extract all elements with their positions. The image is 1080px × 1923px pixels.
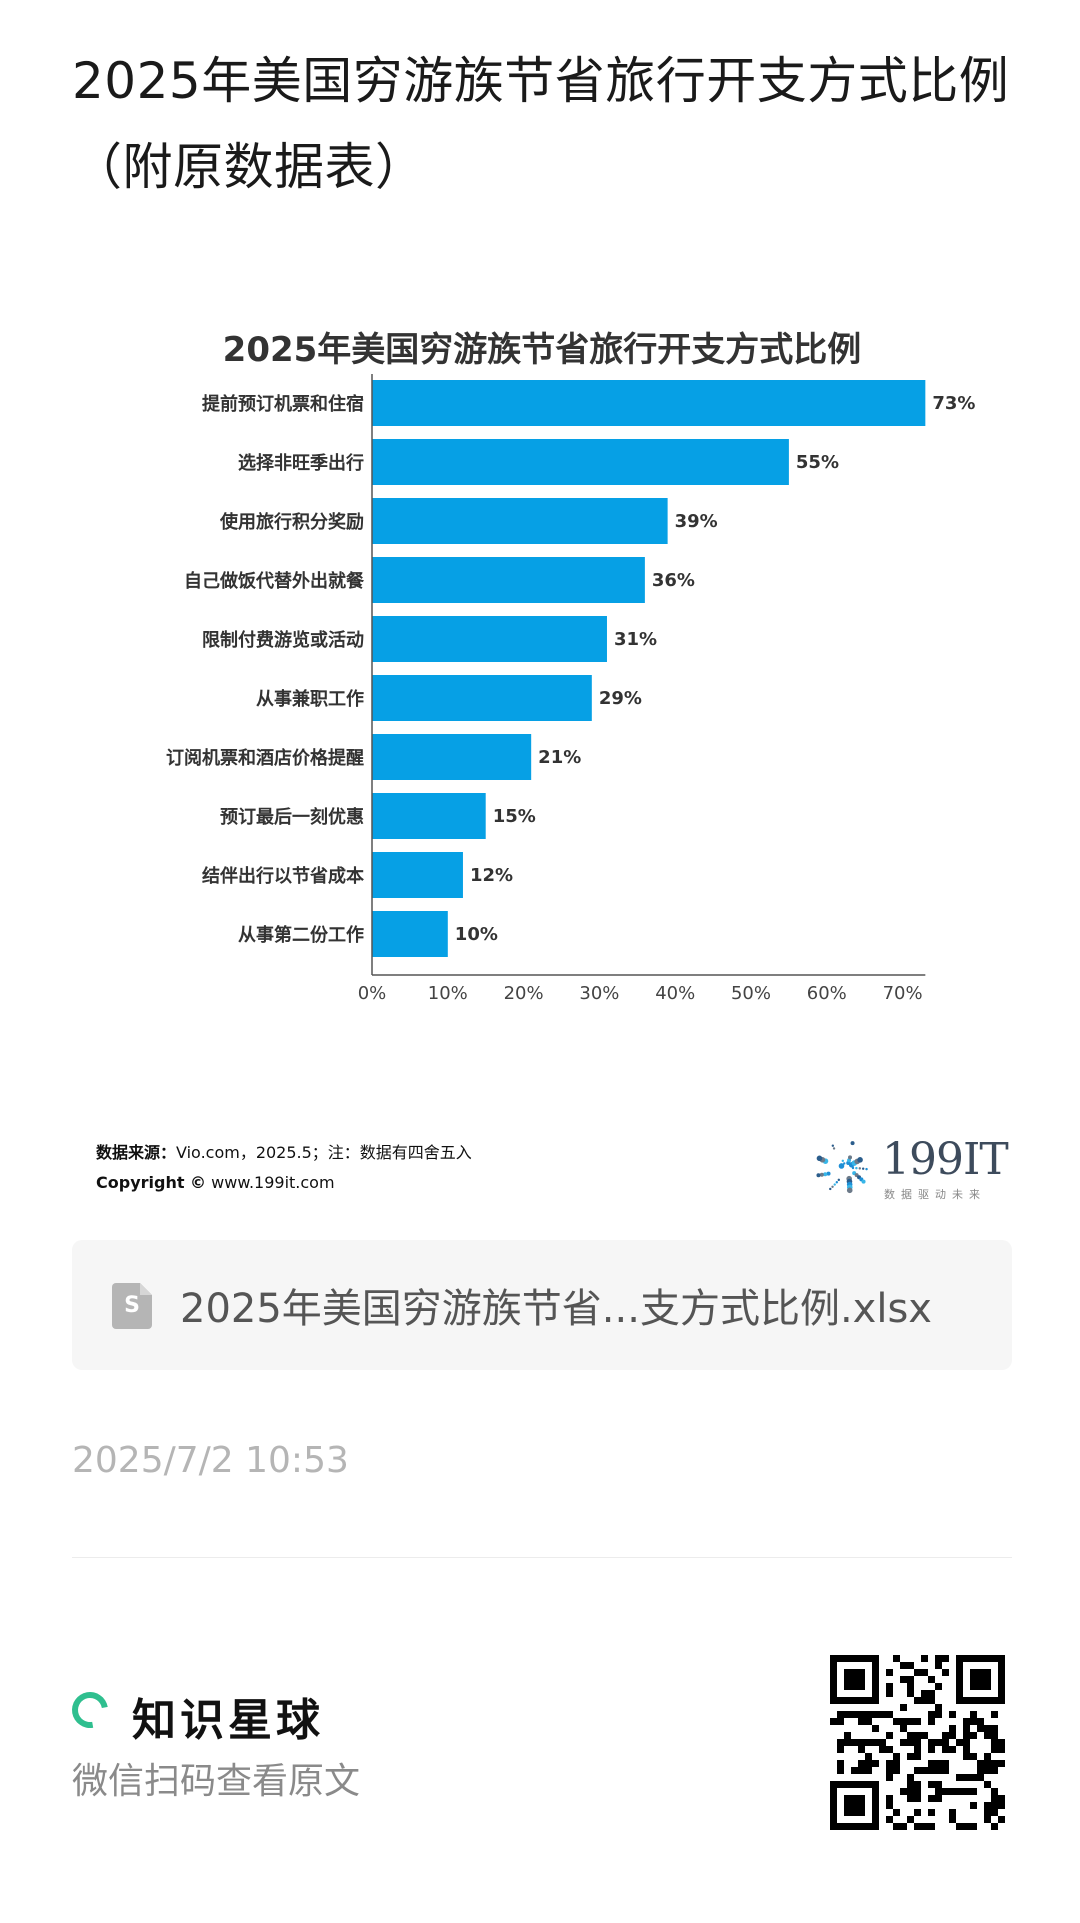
bar [372,380,926,426]
199it-logo: 199IT 数据驱动未来 [812,1130,1012,1210]
source-label: 数据来源： [96,1143,177,1162]
brand-logo-icon [64,1684,116,1736]
category-label: 从事兼职工作 [256,688,364,710]
value-label: 39% [675,511,718,532]
x-tick-label: 30% [579,983,619,1004]
bar [372,616,607,662]
attachment-filename[interactable]: 2025年美国穷游族节省...支方式比例.xlsx [180,1286,932,1332]
x-tick-label: 70% [883,983,923,1004]
bar [372,793,486,839]
file-icon-letter: S [124,1293,140,1318]
x-tick-label: 60% [807,983,847,1004]
category-label: 订阅机票和酒店价格提醒 [166,747,364,769]
page-title: 2025年美国穷游族节省旅行开支方式比例（附原数据表） [72,52,1010,196]
value-label: 21% [538,747,581,768]
category-label: 选择非旺季出行 [238,452,364,474]
value-label: 31% [614,629,657,650]
category-label: 预订最后一刻优惠 [220,806,364,828]
value-label: 36% [652,570,695,591]
x-tick-label: 0% [358,983,387,1004]
value-label: 10% [455,924,498,945]
post-timestamp: 2025/7/2 10:53 [72,1440,349,1481]
brand-name: 知识星球 [132,1695,324,1746]
category-label: 从事第二份工作 [238,924,364,946]
logo-text: 199IT [882,1134,1009,1185]
source-text: Vio.com，2025.5；注：数据有四舍五入 [176,1143,472,1162]
bar [372,439,789,485]
bar [372,911,448,957]
attachment-file-card[interactable]: S 2025年美国穷游族节省...支方式比例.xlsx [72,1240,1012,1370]
copyright-text: www.199it.com [211,1173,335,1192]
value-label: 73% [932,393,975,414]
value-label: 29% [599,688,642,709]
scan-instruction: 微信扫码查看原文 [72,1761,361,1802]
value-label: 55% [796,452,839,473]
divider [72,1557,1012,1558]
bar [372,734,532,780]
x-tick-label: 20% [504,983,544,1004]
qr-code-icon[interactable] [830,1655,1005,1830]
value-label: 12% [470,865,513,886]
category-label: 使用旅行积分奖励 [219,511,364,533]
bar [372,852,463,898]
spreadsheet-icon: S [112,1283,152,1329]
chart-image: 2025年美国穷游族节省旅行开支方式比例 提前预订机票和住宿 73% 选择非旺季出行… [72,300,1012,1220]
copyright-label: Copyright © [96,1173,207,1192]
bar-chart: 提前预订机票和住宿 73% 选择非旺季出行 55% 使用旅行积分奖励 39% 自己做饭代替外… [166,374,975,1004]
dots-logo-icon [816,1141,868,1194]
chart-title: 2025年美国穷游族节省旅行开支方式比例 [222,330,862,370]
x-tick-label: 40% [655,983,695,1004]
bar [372,498,668,544]
x-tick-label: 10% [428,983,468,1004]
category-label: 自己做饭代替外出就餐 [184,570,365,592]
x-tick-label: 50% [731,983,771,1004]
category-label: 限制付费游览或活动 [202,629,364,651]
category-label: 提前预订机票和住宿 [202,393,364,415]
category-label: 结伴出行以节省成本 [202,865,364,887]
logo-tagline: 数据驱动未来 [884,1188,986,1201]
value-label: 15% [493,806,536,827]
bar [372,557,645,603]
chart-source: 数据来源：Vio.com，2025.5；注：数据有四舍五入 Copyright … [96,1138,472,1198]
bar [372,675,592,721]
